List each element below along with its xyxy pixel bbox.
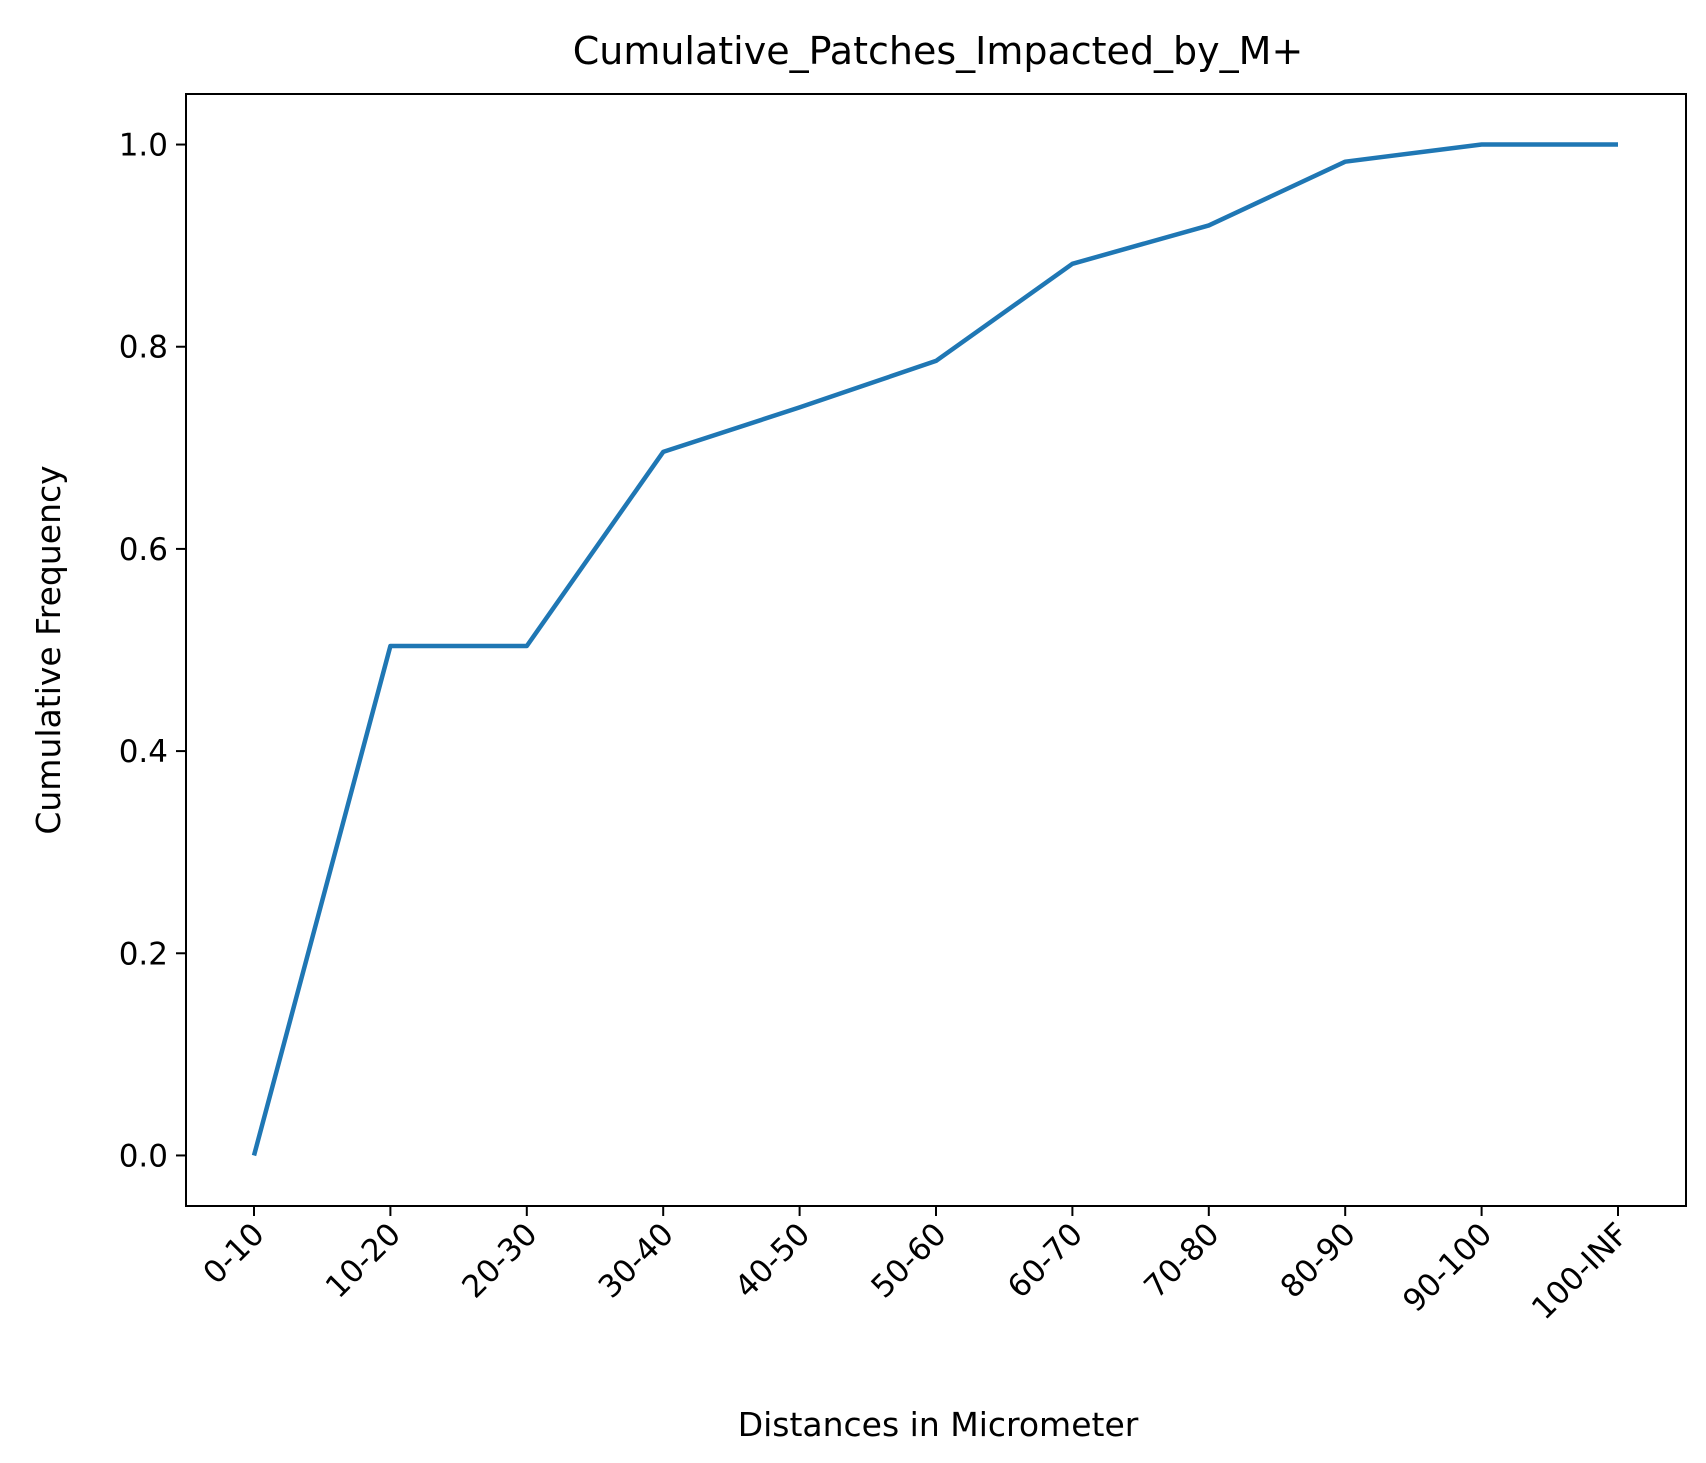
y-tick-label: 0.8 xyxy=(119,330,168,366)
plot-frame xyxy=(185,93,1687,1207)
y-tick-label: 0.0 xyxy=(119,1138,168,1174)
x-axis-label: Distances in Micrometer xyxy=(738,1405,1139,1444)
y-tick-label: 0.6 xyxy=(119,532,168,568)
y-axis: 0.0 0.2 0.4 0.6 0.8 1.0 xyxy=(119,128,186,1174)
y-tick-label: 0.2 xyxy=(119,936,168,972)
y-tick-label: 0.4 xyxy=(119,734,168,770)
y-tick-label: 1.0 xyxy=(119,128,168,164)
series-layer xyxy=(251,142,1619,1157)
chart-title: Cumulative_Patches_Impacted_by_M+ xyxy=(573,29,1304,73)
y-axis-label: Cumulative Frequency xyxy=(29,465,68,834)
